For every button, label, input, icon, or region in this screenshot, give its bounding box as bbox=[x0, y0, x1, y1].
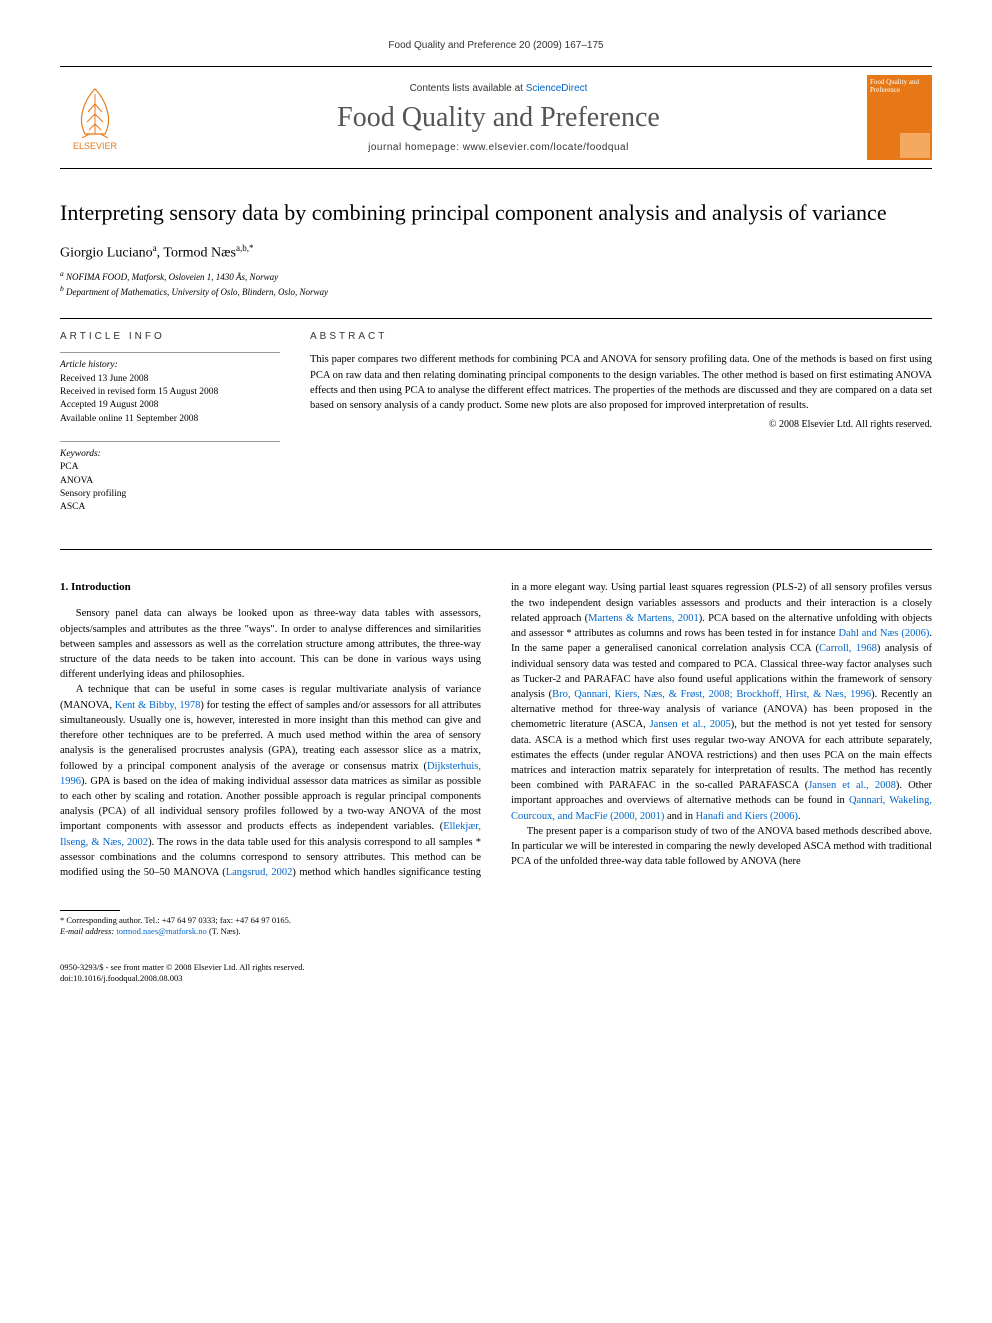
journal-name: Food Quality and Preference bbox=[130, 102, 867, 134]
footer-doi-line: doi:10.1016/j.foodqual.2008.08.003 bbox=[60, 973, 932, 984]
history-revised: Received in revised form 15 August 2008 bbox=[60, 386, 280, 399]
header-center: Contents lists available at ScienceDirec… bbox=[130, 83, 867, 153]
publisher-name: ELSEVIER bbox=[73, 141, 117, 151]
affiliation-a: a NOFIMA FOOD, Matforsk, Osloveien 1, 14… bbox=[60, 269, 932, 284]
history-online: Available online 11 September 2008 bbox=[60, 413, 280, 426]
corr-author-line: * Corresponding author. Tel.: +47 64 97 … bbox=[60, 915, 932, 926]
keyword-2: ANOVA bbox=[60, 475, 280, 488]
keyword-1: PCA bbox=[60, 461, 280, 474]
journal-homepage: journal homepage: www.elsevier.com/locat… bbox=[130, 142, 867, 153]
abstract-text: This paper compares two different method… bbox=[310, 352, 932, 413]
ref-dahl-naes[interactable]: Dahl and Næs (2006) bbox=[838, 628, 929, 639]
footer-copyright: 0950-3293/$ - see front matter © 2008 El… bbox=[60, 962, 932, 984]
publisher-logo: ELSEVIER bbox=[60, 78, 130, 158]
ref-langsrud[interactable]: Langsrud, 2002 bbox=[226, 867, 293, 878]
info-abstract-row: ARTICLE INFO Article history: Received 1… bbox=[60, 318, 932, 550]
history-received: Received 13 June 2008 bbox=[60, 373, 280, 386]
history-accepted: Accepted 19 August 2008 bbox=[60, 399, 280, 412]
journal-header: ELSEVIER Contents lists available at Sci… bbox=[60, 66, 932, 169]
article-info-column: ARTICLE INFO Article history: Received 1… bbox=[60, 331, 280, 529]
body-para-4: The present paper is a comparison study … bbox=[511, 824, 932, 870]
ref-kent-bibby[interactable]: Kent & Bibby, 1978 bbox=[115, 700, 201, 711]
affiliation-b: b Department of Mathematics, University … bbox=[60, 284, 932, 299]
ref-martens[interactable]: Martens & Martens, 2001 bbox=[588, 613, 699, 624]
section-heading-intro: 1. Introduction bbox=[60, 580, 481, 596]
ref-jansen-2008[interactable]: Jansen et al., 2008 bbox=[808, 780, 896, 791]
ref-carroll[interactable]: Carroll, 1968 bbox=[819, 643, 877, 654]
keywords-block: Keywords: PCA ANOVA Sensory profiling AS… bbox=[60, 441, 280, 514]
footnote-separator bbox=[60, 910, 120, 911]
footer-issn-line: 0950-3293/$ - see front matter © 2008 El… bbox=[60, 962, 932, 973]
article-title: Interpreting sensory data by combining p… bbox=[60, 199, 932, 228]
body-text: 1. Introduction Sensory panel data can a… bbox=[60, 580, 932, 880]
ref-hanafi-kiers[interactable]: Hanafi and Kiers (2006) bbox=[696, 811, 798, 822]
abstract-column: ABSTRACT This paper compares two differe… bbox=[310, 331, 932, 529]
article-history-block: Article history: Received 13 June 2008 R… bbox=[60, 352, 280, 425]
contents-available-line: Contents lists available at ScienceDirec… bbox=[130, 83, 867, 94]
abstract-label: ABSTRACT bbox=[310, 331, 932, 342]
ref-jansen-2005[interactable]: Jansen et al., 2005 bbox=[650, 719, 731, 730]
sciencedirect-link[interactable]: ScienceDirect bbox=[526, 83, 588, 94]
history-label: Article history: bbox=[60, 359, 280, 372]
corresponding-author-footnote: * Corresponding author. Tel.: +47 64 97 … bbox=[60, 915, 932, 937]
authors-line: Giorgio Lucianoa, Tormod Næsa,b,* bbox=[60, 243, 932, 262]
elsevier-tree-icon bbox=[70, 84, 120, 139]
affiliations: a NOFIMA FOOD, Matforsk, Osloveien 1, 14… bbox=[60, 269, 932, 298]
article-info-label: ARTICLE INFO bbox=[60, 331, 280, 342]
corr-email-link[interactable]: tormod.naes@matforsk.no bbox=[116, 926, 206, 936]
keyword-3: Sensory profiling bbox=[60, 488, 280, 501]
journal-cover-thumbnail: Food Quality and Preference bbox=[867, 75, 932, 160]
abstract-copyright: © 2008 Elsevier Ltd. All rights reserved… bbox=[310, 419, 932, 430]
corr-email-line: E-mail address: tormod.naes@matforsk.no … bbox=[60, 926, 932, 937]
ref-bro-brockhoff[interactable]: Bro, Qannari, Kiers, Næs, & Frøst, 2008;… bbox=[552, 689, 871, 700]
body-para-1: Sensory panel data can always be looked … bbox=[60, 606, 481, 682]
keyword-4: ASCA bbox=[60, 501, 280, 514]
cover-thumb-graphic bbox=[900, 133, 930, 158]
keywords-label: Keywords: bbox=[60, 448, 280, 461]
running-head: Food Quality and Preference 20 (2009) 16… bbox=[60, 40, 932, 51]
